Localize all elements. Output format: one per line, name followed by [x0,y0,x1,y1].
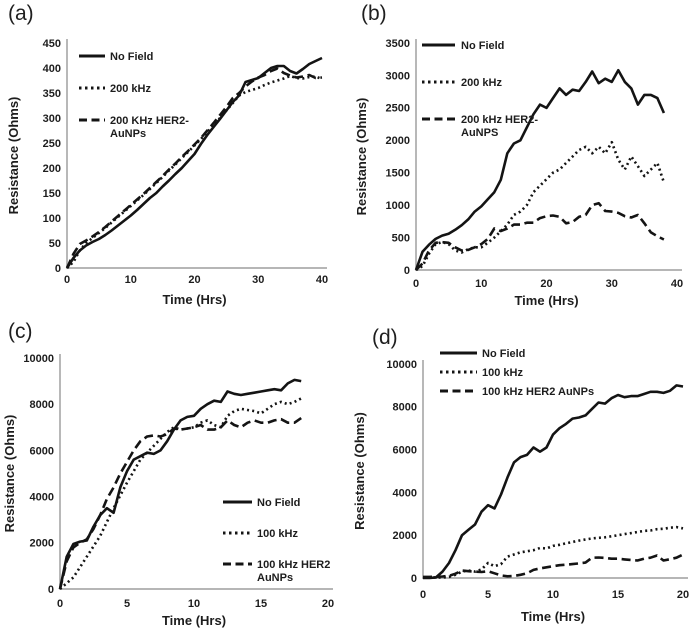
svg-text:No Field: No Field [461,40,504,52]
svg-text:10000: 10000 [386,359,417,371]
svg-text:10: 10 [125,274,137,286]
svg-text:3000: 3000 [386,70,410,82]
panel-label-d: (d) [372,326,398,349]
svg-text:0: 0 [64,274,70,286]
svg-text:Time (Hrs): Time (Hrs) [514,293,578,308]
svg-text:40: 40 [316,274,328,286]
svg-text:250: 250 [43,138,61,150]
svg-text:40: 40 [671,278,683,290]
svg-text:0: 0 [404,265,410,277]
panel-b-chart: 0 500 1000 1500 2000 2500 3000 3500 0 10 20 30 40 Tim… [354,38,683,308]
svg-text:Resistance (Ohms): Resistance (Ohms) [2,415,17,533]
svg-text:15: 15 [255,598,267,610]
panel-a: (a) 0 50 100 150 200 250 300 350 400 450 0 10 20 30 40… [0,0,347,319]
svg-text:20: 20 [540,278,552,290]
panel-c: (c) 0 2000 4000 6000 8000 10000 0 5 10 15 20 Time (… [0,318,347,637]
svg-text:8000: 8000 [30,399,54,411]
svg-text:AuNPs: AuNPs [257,572,293,584]
svg-text:200 kHz: 200 kHz [110,83,151,95]
panel-c-chart: 0 2000 4000 6000 8000 10000 0 5 10 15 20 Time (Hrs)… [2,353,334,628]
panel-d-chart: 0 2000 4000 6000 8000 10000 0 5 10 15 20 Time (Hrs)… [352,348,689,624]
svg-text:450: 450 [43,38,61,50]
svg-text:10: 10 [547,589,559,601]
panel-b: (b) 0 500 1000 1500 2000 2500 3000 3500 0 10 20 30 4… [346,0,693,319]
svg-text:2500: 2500 [386,103,410,115]
svg-text:0: 0 [48,584,54,596]
svg-text:30: 30 [252,274,264,286]
svg-text:20: 20 [322,598,334,610]
svg-text:0: 0 [57,598,63,610]
svg-text:400: 400 [43,63,61,75]
svg-text:500: 500 [392,232,410,244]
svg-text:No Field: No Field [257,497,300,509]
svg-text:200 KHz HER2-: 200 KHz HER2- [110,115,189,127]
svg-text:6000: 6000 [393,444,417,456]
svg-text:Time (Hrs): Time (Hrs) [521,609,585,624]
svg-text:30: 30 [606,278,618,290]
svg-text:No Field: No Field [482,348,525,360]
svg-text:2000: 2000 [30,538,54,550]
svg-text:1500: 1500 [386,168,410,180]
svg-text:15: 15 [612,589,624,601]
svg-text:0: 0 [55,263,61,275]
svg-text:100 kHz: 100 kHz [257,528,298,540]
svg-text:100 kHz HER2: 100 kHz HER2 [257,559,330,571]
svg-text:20: 20 [677,589,689,601]
svg-text:4000: 4000 [393,487,417,499]
svg-text:20: 20 [188,274,200,286]
svg-text:200: 200 [43,163,61,175]
svg-text:8000: 8000 [393,402,417,414]
svg-text:6000: 6000 [30,445,54,457]
panel-label-c: (c) [8,320,33,343]
svg-text:No Field: No Field [110,51,153,63]
svg-text:100 kHz: 100 kHz [482,367,523,379]
panel-d: (d) 0 2000 4000 6000 8000 10000 0 5 10 15 20 Time (… [346,318,693,637]
svg-text:5: 5 [124,598,130,610]
svg-text:2000: 2000 [393,530,417,542]
svg-text:5: 5 [485,589,491,601]
svg-text:100: 100 [43,213,61,225]
svg-text:0: 0 [411,573,417,585]
svg-text:200 kHz: 200 kHz [461,77,502,89]
svg-text:Resistance (Ohms): Resistance (Ohms) [352,412,367,530]
svg-text:50: 50 [49,238,61,250]
panel-a-chart: 0 50 100 150 200 250 300 350 400 450 0 10 20 30 40 Time… [6,38,328,307]
panel-label-a: (a) [8,2,34,25]
svg-text:3500: 3500 [386,38,410,50]
svg-text:0: 0 [420,589,426,601]
svg-text:AuNPs: AuNPs [110,128,146,140]
svg-text:100 kHz HER2 AuNPs: 100 kHz HER2 AuNPs [482,386,594,398]
svg-text:10: 10 [188,598,200,610]
svg-text:150: 150 [43,188,61,200]
svg-text:200 kHz HER2-: 200 kHz HER2- [461,114,538,126]
svg-text:Time (Hrs): Time (Hrs) [162,613,226,628]
svg-text:1000: 1000 [386,200,410,212]
svg-text:350: 350 [43,88,61,100]
svg-text:Resistance (Ohms): Resistance (Ohms) [6,97,21,215]
svg-text:Resistance (Ohms): Resistance (Ohms) [354,98,369,216]
svg-text:300: 300 [43,113,61,125]
svg-text:10000: 10000 [23,353,54,365]
svg-text:10: 10 [475,278,487,290]
panel-label-b: (b) [361,2,387,25]
svg-text:Time (Hrs): Time (Hrs) [162,292,226,307]
svg-text:2000: 2000 [386,135,410,147]
svg-text:4000: 4000 [30,491,54,503]
svg-text:0: 0 [413,278,419,290]
svg-text:AuNPS: AuNPS [461,127,498,139]
